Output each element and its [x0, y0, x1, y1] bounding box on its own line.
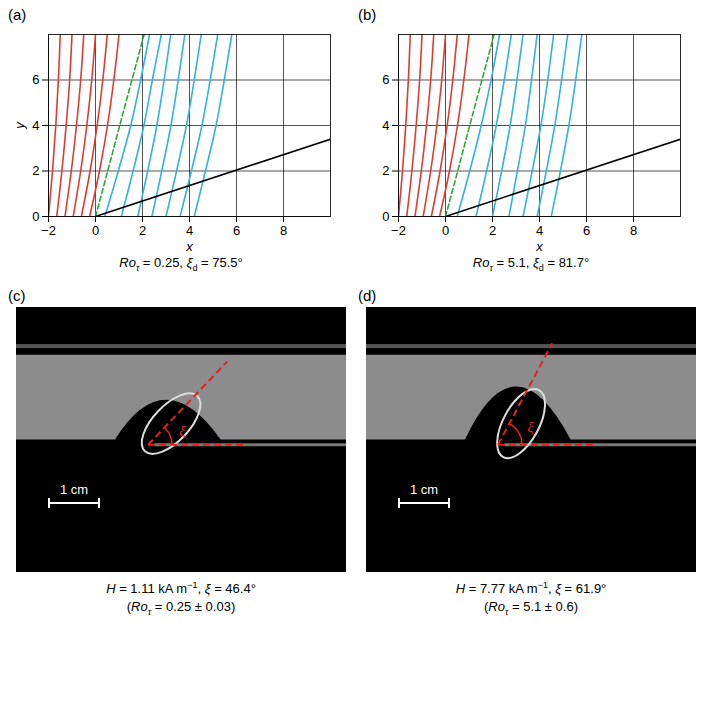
svg-text:2: 2: [382, 163, 389, 178]
html-text:H = 1.11 kA m−1, ξ = 46.4°: H = 1.11 kA m−1, ξ = 46.4°: [106, 579, 256, 596]
svg-text:0: 0: [382, 209, 389, 224]
svg-text:4: 4: [32, 118, 39, 133]
svg-text:6: 6: [382, 72, 389, 87]
svg-text:ξ: ξ: [527, 419, 534, 435]
svg-text:4: 4: [186, 223, 193, 238]
html-text:Roτ= 5.1, ξd= 81.7°: Roτ= 5.1, ξd= 81.7°: [472, 255, 590, 273]
svg-text:8: 8: [630, 223, 637, 238]
html-text:(a): (a): [8, 6, 27, 23]
svg-text:6: 6: [233, 223, 240, 238]
html-text:H = 7.77 kA m−1, ξ = 61.9°: H = 7.77 kA m−1, ξ = 61.9°: [455, 579, 607, 596]
svg-text:1 cm: 1 cm: [410, 482, 438, 497]
html-text:(Roτ= 5.1 ± 0.6): (Roτ= 5.1 ± 0.6): [484, 598, 578, 617]
svg-text:6: 6: [583, 223, 590, 238]
svg-text:6: 6: [32, 72, 39, 87]
svg-text:0: 0: [442, 223, 449, 238]
svg-text:−2: −2: [391, 223, 406, 238]
svg-text:1 cm: 1 cm: [60, 482, 88, 497]
svg-text:x: x: [185, 239, 193, 254]
html-text:(Roτ= 0.25 ± 0.03): (Roτ= 0.25 ± 0.03): [126, 598, 236, 617]
svg-text:−2: −2: [41, 223, 56, 238]
html-text:Roτ= 0.25, ξd= 75.5°: Roτ= 0.25, ξd= 75.5°: [119, 255, 243, 273]
html-text:(c): (c): [8, 286, 26, 304]
svg-text:2: 2: [489, 223, 496, 238]
html-text:(b): (b): [358, 6, 377, 23]
svg-text:2: 2: [32, 163, 39, 178]
svg-text:0: 0: [32, 209, 39, 224]
svg-text:4: 4: [536, 223, 543, 238]
svg-text:4: 4: [382, 118, 389, 133]
svg-text:ξ: ξ: [179, 423, 186, 439]
svg-text:8: 8: [280, 223, 287, 238]
svg-text:y: y: [12, 121, 27, 130]
html-text:(d): (d): [358, 286, 377, 304]
svg-text:0: 0: [92, 223, 99, 238]
svg-text:2: 2: [139, 223, 146, 238]
svg-text:x: x: [535, 239, 543, 254]
